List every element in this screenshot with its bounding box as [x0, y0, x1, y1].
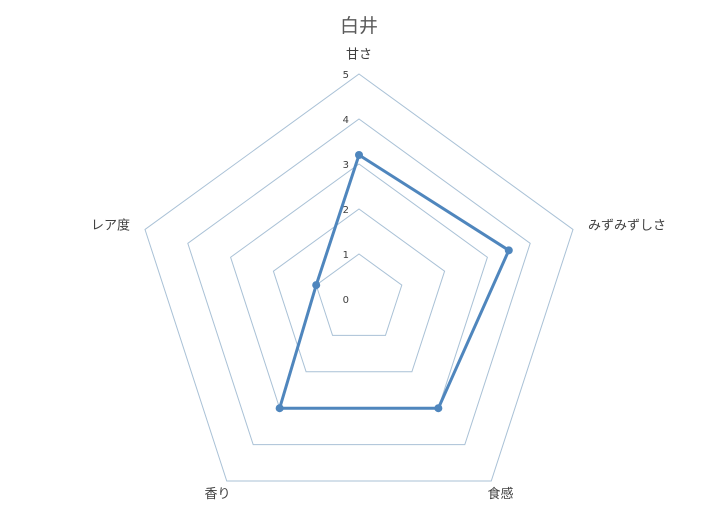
series-line	[278, 153, 511, 410]
grid-ring-5	[144, 73, 574, 482]
axis-label: 香り	[204, 487, 230, 502]
series	[275, 151, 513, 413]
tick-labels: 0 1 2 3 4 5	[343, 70, 349, 306]
data-point	[312, 281, 321, 290]
grid-ring-1	[315, 253, 403, 336]
axis-label: みずみずしさ	[588, 219, 666, 234]
tick-label: 4	[343, 115, 349, 126]
data-point	[355, 151, 363, 159]
axis-label: レア度	[91, 218, 130, 234]
axis-label: 甘さ	[346, 47, 372, 62]
grid-ring-4	[187, 118, 531, 446]
grid-ring-2	[272, 208, 446, 373]
tick-label: 0	[343, 295, 349, 306]
grid	[144, 73, 574, 482]
data-point	[434, 404, 443, 413]
chart-title: 白井	[340, 15, 378, 37]
tick-label: 5	[343, 70, 349, 81]
axis-label: 食感	[488, 486, 514, 502]
tick-label: 3	[343, 160, 349, 171]
tick-label: 1	[343, 250, 349, 261]
data-point	[275, 404, 284, 413]
data-point	[504, 246, 513, 255]
tick-label: 2	[343, 205, 349, 216]
